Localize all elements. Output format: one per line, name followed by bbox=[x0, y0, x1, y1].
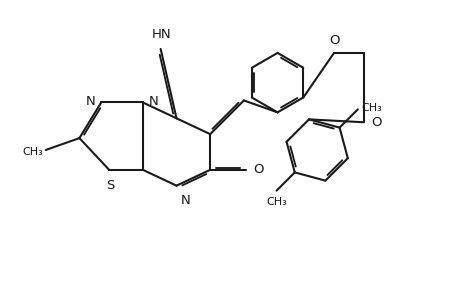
Text: O: O bbox=[371, 116, 381, 129]
Text: N: N bbox=[148, 95, 158, 108]
Text: CH₃: CH₃ bbox=[22, 147, 43, 157]
Text: CH₃: CH₃ bbox=[266, 196, 286, 207]
Text: O: O bbox=[328, 34, 339, 47]
Text: HN: HN bbox=[151, 28, 171, 41]
Text: N: N bbox=[85, 95, 95, 108]
Text: N: N bbox=[180, 194, 190, 207]
Text: O: O bbox=[252, 163, 263, 176]
Text: S: S bbox=[106, 179, 114, 192]
Text: CH₃: CH₃ bbox=[361, 103, 382, 113]
